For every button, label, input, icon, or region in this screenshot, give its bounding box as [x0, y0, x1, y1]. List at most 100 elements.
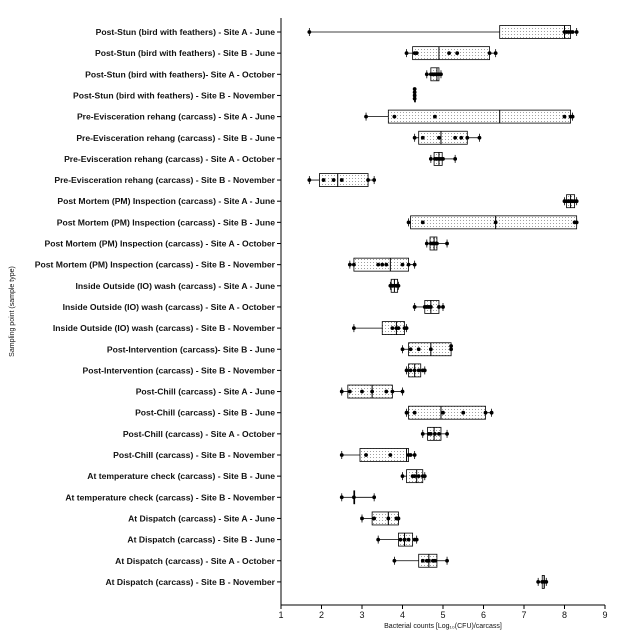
data-point — [396, 283, 401, 288]
category-label: Pre-Evisceration rehang (carcass) - Site… — [64, 154, 276, 164]
data-point — [408, 453, 413, 457]
box-row — [277, 173, 377, 187]
data-point — [465, 135, 470, 140]
data-point — [406, 220, 411, 225]
category-label: At temperature check (carcass) - Site B … — [87, 471, 275, 481]
data-point — [388, 453, 393, 457]
iqr-box — [499, 25, 571, 39]
data-point — [412, 474, 417, 479]
category-label: Pre-Evisceration rehang (carcass) - Site… — [76, 133, 275, 143]
data-point — [416, 368, 421, 373]
x-axis: 1 2 3 4 5 6 7 8 9 — [278, 605, 608, 620]
data-point — [412, 410, 417, 415]
data-point — [412, 96, 417, 101]
data-point — [400, 262, 405, 267]
data-point — [453, 157, 458, 161]
data-point — [307, 30, 312, 34]
data-point — [441, 410, 445, 415]
box-row — [277, 194, 579, 209]
category-label: Post-Stun (bird with feathers) - Site A … — [96, 27, 276, 37]
box-row — [277, 215, 579, 230]
box-row — [277, 363, 427, 378]
category-label: Post Mortem (PM) Inspection (carcass) - … — [57, 217, 275, 227]
category-label: Post-Chill (carcass) - Site A - October — [123, 429, 276, 439]
box-row — [277, 46, 498, 61]
data-point — [406, 262, 411, 267]
y-axis-title: Sampling point (sample type) — [9, 266, 16, 357]
data-point — [445, 431, 449, 436]
box-row — [277, 300, 445, 314]
data-point — [376, 262, 381, 267]
box-row — [277, 130, 482, 145]
data-point — [447, 51, 451, 56]
iqr-box — [319, 173, 369, 187]
data-point — [428, 157, 433, 161]
x-tick-label: 4 — [400, 610, 405, 620]
data-point — [433, 431, 437, 436]
data-point — [339, 389, 344, 394]
box-row — [277, 532, 419, 547]
box-layer — [277, 25, 579, 589]
iqr-box — [387, 109, 571, 124]
category-label: Post-Stun (bird with feathers) - Site B … — [95, 48, 275, 58]
box-row — [277, 405, 494, 420]
plot-area-frame — [280, 18, 605, 606]
data-point — [386, 516, 391, 521]
data-point — [396, 326, 401, 330]
box-row — [277, 448, 417, 462]
data-point — [453, 135, 458, 140]
category-label: Post Mortem (PM) Inspection (carcass) - … — [57, 196, 275, 206]
data-point — [376, 537, 381, 542]
category-label: Post Mortem (PM) Inspection (carcass) - … — [35, 260, 276, 270]
data-point — [536, 580, 541, 584]
data-point — [424, 241, 429, 246]
data-point — [574, 199, 579, 204]
data-point — [372, 495, 377, 500]
data-point — [352, 326, 356, 330]
data-point — [402, 537, 407, 542]
data-point — [420, 135, 425, 140]
data-point — [392, 558, 397, 563]
data-point — [424, 72, 429, 77]
data-point — [390, 326, 395, 330]
category-label: At temperature check (carcass) - Site B … — [65, 492, 275, 502]
data-point — [437, 135, 441, 140]
box-row — [277, 426, 449, 441]
data-point — [437, 305, 441, 309]
data-point — [364, 114, 368, 119]
data-point — [412, 305, 417, 309]
data-point — [400, 347, 405, 352]
data-point — [398, 537, 403, 542]
box-row — [277, 490, 377, 505]
data-point — [428, 347, 433, 352]
data-point — [400, 389, 405, 394]
box-row — [277, 553, 449, 568]
data-point — [366, 178, 370, 182]
data-point — [455, 51, 460, 56]
data-point — [404, 326, 409, 330]
data-point — [570, 114, 575, 119]
box-row — [277, 384, 405, 399]
data-point — [412, 87, 417, 91]
data-point — [392, 114, 397, 119]
data-point — [412, 135, 417, 140]
data-point — [487, 51, 492, 56]
x-tick-label: 2 — [319, 610, 324, 620]
x-tick-label: 1 — [278, 610, 283, 620]
data-point — [483, 410, 488, 415]
category-label: At Dispatch (carcass) - Site B - Novembe… — [105, 577, 275, 587]
data-point — [416, 474, 421, 479]
data-point — [390, 389, 395, 394]
data-point — [412, 262, 417, 267]
data-point — [404, 51, 409, 56]
x-tick-label: 5 — [440, 610, 445, 620]
x-tick-label: 3 — [359, 610, 364, 620]
box-row — [277, 67, 443, 82]
data-point — [406, 537, 411, 542]
data-point — [416, 347, 421, 352]
category-label: Pre-Evisceration rehang (carcass) - Site… — [77, 112, 275, 122]
iqr-box — [410, 215, 578, 230]
data-point — [404, 410, 409, 415]
box-row — [277, 109, 575, 124]
